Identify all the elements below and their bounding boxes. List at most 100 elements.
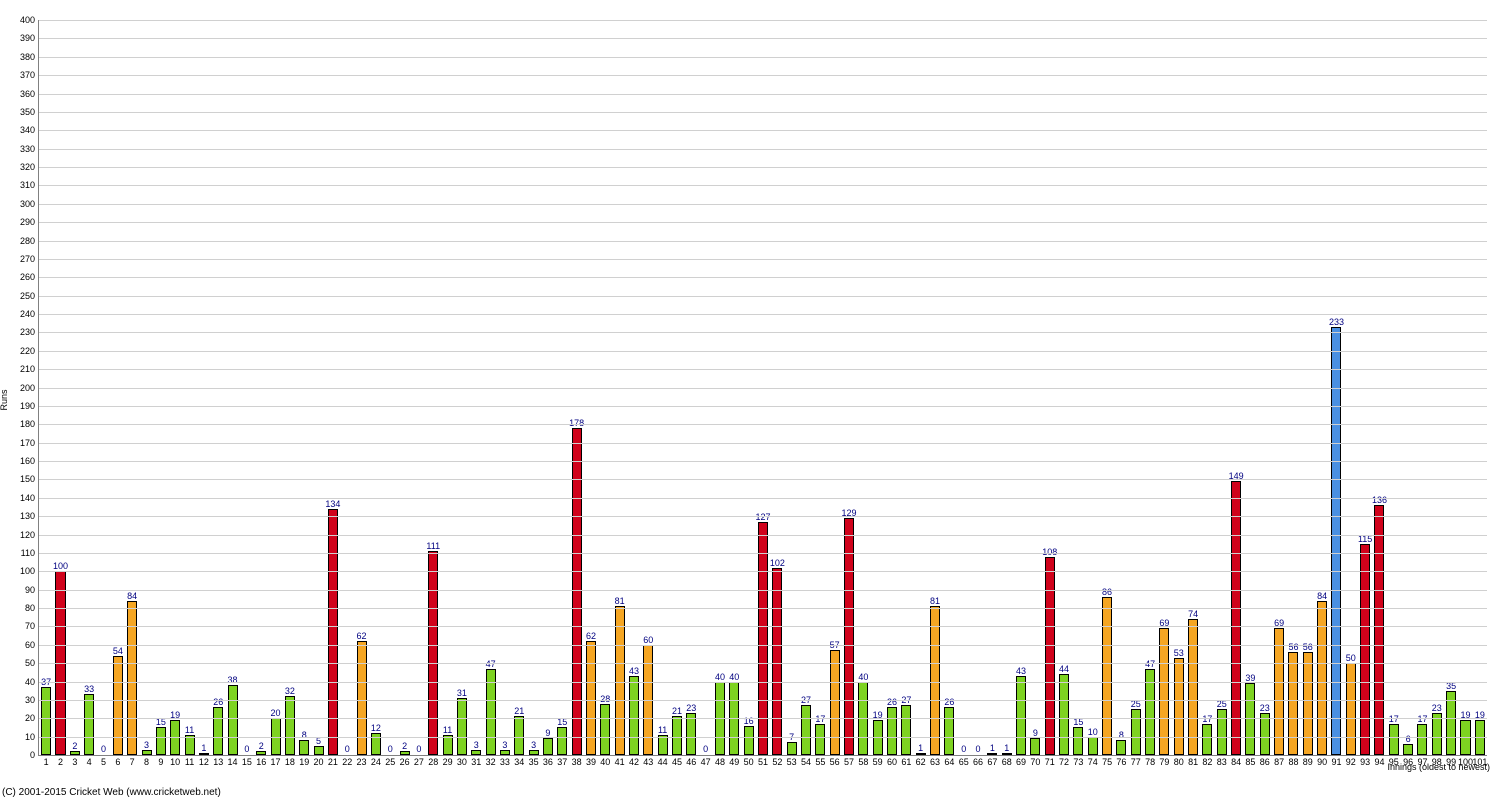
- bar-value-label: 3: [144, 740, 149, 750]
- x-tick-label: 86: [1260, 757, 1270, 767]
- bar-value-label: 81: [615, 596, 625, 606]
- bar: 15: [557, 727, 567, 755]
- gridline: [39, 314, 1487, 315]
- y-tick-label: 120: [20, 530, 39, 540]
- x-tick-label: 27: [414, 757, 424, 767]
- gridline: [39, 479, 1487, 480]
- y-axis-label: Runs: [0, 389, 9, 410]
- bar: 26: [944, 707, 954, 755]
- bar: 31: [457, 698, 467, 755]
- x-tick-label: 61: [901, 757, 911, 767]
- x-tick-label: 52: [772, 757, 782, 767]
- x-tick-label: 23: [357, 757, 367, 767]
- bar-value-label: 43: [629, 666, 639, 676]
- y-tick-label: 80: [25, 603, 39, 613]
- bar: 8: [1116, 740, 1126, 755]
- bar-value-label: 53: [1174, 648, 1184, 658]
- y-tick-label: 330: [20, 144, 39, 154]
- bar-value-label: 28: [600, 694, 610, 704]
- bar-value-label: 2: [72, 741, 77, 751]
- bar: 25: [1217, 709, 1227, 755]
- x-tick-label: 13: [213, 757, 223, 767]
- y-tick-label: 390: [20, 33, 39, 43]
- bar: 1: [1002, 753, 1012, 755]
- bar: 16: [744, 726, 754, 755]
- bar: 1: [916, 753, 926, 755]
- bar-value-label: 3: [474, 740, 479, 750]
- gridline: [39, 718, 1487, 719]
- x-tick-label: 79: [1159, 757, 1169, 767]
- bar-value-label: 233: [1329, 317, 1344, 327]
- x-tick-label: 51: [758, 757, 768, 767]
- x-tick-label: 81: [1188, 757, 1198, 767]
- bar: 5: [314, 746, 324, 755]
- bar: 2: [256, 751, 266, 755]
- bar-value-label: 44: [1059, 664, 1069, 674]
- x-tick-label: 62: [916, 757, 926, 767]
- x-tick-label: 34: [514, 757, 524, 767]
- y-tick-label: 280: [20, 236, 39, 246]
- x-tick-label: 39: [586, 757, 596, 767]
- y-tick-label: 300: [20, 199, 39, 209]
- gridline: [39, 369, 1487, 370]
- bar: 74: [1188, 619, 1198, 755]
- gridline: [39, 332, 1487, 333]
- x-tick-label: 35: [529, 757, 539, 767]
- y-tick-label: 290: [20, 217, 39, 227]
- x-tick-label: 28: [428, 757, 438, 767]
- x-tick-label: 11: [185, 757, 194, 767]
- x-tick-label: 31: [471, 757, 481, 767]
- y-tick-label: 140: [20, 493, 39, 503]
- bar-value-label: 33: [84, 684, 94, 694]
- y-tick-label: 40: [25, 677, 39, 687]
- bar-value-label: 38: [228, 675, 238, 685]
- y-tick-label: 150: [20, 474, 39, 484]
- bar-value-label: 100: [53, 561, 68, 571]
- bar: 62: [357, 641, 367, 755]
- bar-value-label: 0: [703, 744, 708, 754]
- x-tick-label: 20: [314, 757, 324, 767]
- y-tick-label: 350: [20, 107, 39, 117]
- y-tick-label: 110: [21, 548, 39, 558]
- x-tick-label: 87: [1274, 757, 1284, 767]
- bar-value-label: 84: [127, 591, 137, 601]
- gridline: [39, 241, 1487, 242]
- gridline: [39, 682, 1487, 683]
- bar: 25: [1131, 709, 1141, 755]
- bar: 102: [772, 568, 782, 755]
- gridline: [39, 204, 1487, 205]
- bar: 111: [428, 551, 438, 755]
- x-tick-label: 21: [328, 757, 338, 767]
- y-tick-label: 370: [20, 70, 39, 80]
- runs-by-innings-chart: 3710023305484315191112638022032851340621…: [0, 0, 1500, 800]
- bar: 33: [84, 694, 94, 755]
- y-tick-label: 70: [25, 621, 39, 631]
- bar: 26: [213, 707, 223, 755]
- x-tick-label: 40: [600, 757, 610, 767]
- x-tick-label: 22: [342, 757, 352, 767]
- gridline: [39, 351, 1487, 352]
- x-tick-label: 45: [672, 757, 682, 767]
- bar: 56: [1288, 652, 1298, 755]
- bar: 9: [1030, 738, 1040, 755]
- x-tick-label: 76: [1116, 757, 1126, 767]
- bar-value-label: 111: [426, 541, 440, 551]
- bar: 84: [1317, 601, 1327, 755]
- y-tick-label: 100: [20, 566, 39, 576]
- x-tick-label: 24: [371, 757, 381, 767]
- x-tick-label: 54: [801, 757, 811, 767]
- bar: 86: [1102, 597, 1112, 755]
- copyright-text: (C) 2001-2015 Cricket Web (www.cricketwe…: [2, 787, 221, 798]
- gridline: [39, 75, 1487, 76]
- x-tick-label: 3: [72, 757, 77, 767]
- bar-value-label: 32: [285, 686, 295, 696]
- x-tick-label: 75: [1102, 757, 1112, 767]
- x-tick-label: 67: [987, 757, 997, 767]
- x-tick-label: 56: [830, 757, 840, 767]
- x-tick-label: 44: [658, 757, 668, 767]
- y-tick-label: 180: [20, 419, 39, 429]
- bar-value-label: 23: [1432, 703, 1442, 713]
- gridline: [39, 645, 1487, 646]
- x-tick-label: 41: [615, 757, 625, 767]
- gridline: [39, 222, 1487, 223]
